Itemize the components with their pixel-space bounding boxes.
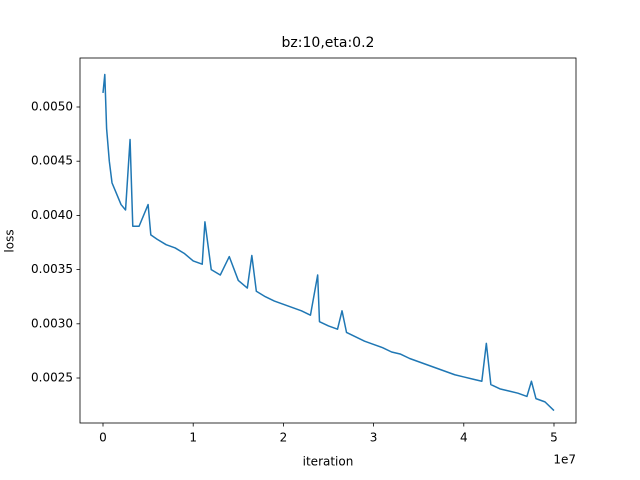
x-tick-label: 3 — [370, 431, 378, 445]
plot-frame — [79, 57, 577, 424]
x-tick-label: 0 — [99, 431, 107, 445]
y-tick-label: 0.0035 — [31, 262, 73, 276]
y-tick-label: 0.0030 — [31, 316, 73, 330]
x-tick-label: 2 — [280, 431, 288, 445]
x-tick-label: 5 — [550, 431, 558, 445]
y-axis-label: loss — [3, 229, 17, 252]
x-tick-label: 4 — [460, 431, 468, 445]
y-tick-label: 0.0040 — [31, 208, 73, 222]
y-tick-label: 0.0045 — [31, 154, 73, 168]
chart-title: bz:10,eta:0.2 — [282, 35, 375, 51]
x-axis-label: iteration — [303, 455, 354, 469]
x-tick-label: 1 — [189, 431, 197, 445]
line-series — [102, 73, 555, 412]
y-tick-label: 0.0050 — [31, 99, 73, 113]
y-tick-label: 0.0025 — [31, 371, 73, 385]
x-offset-label: 1e7 — [553, 453, 576, 467]
